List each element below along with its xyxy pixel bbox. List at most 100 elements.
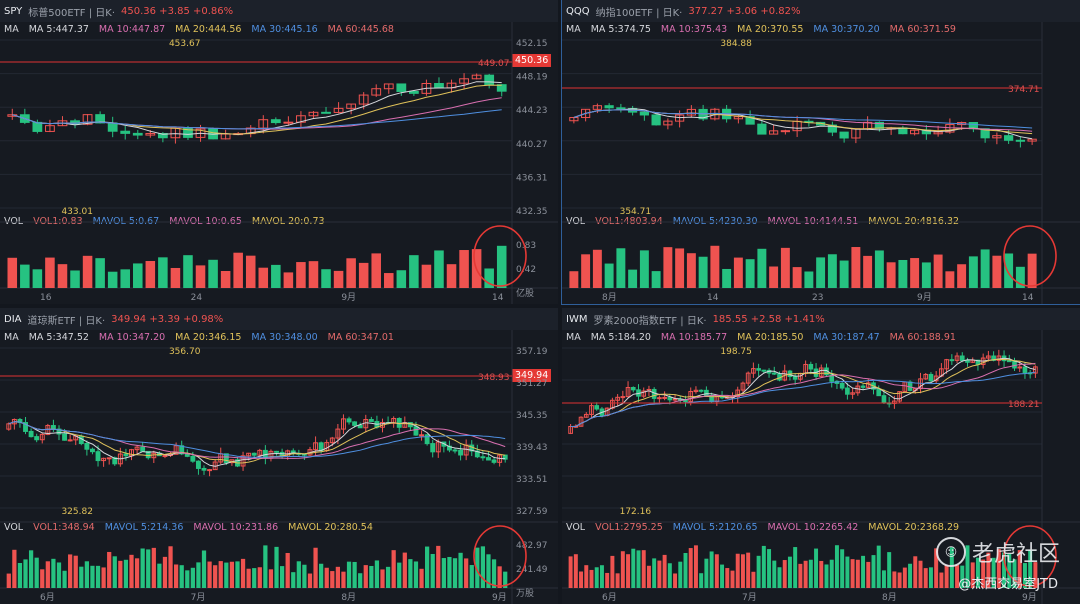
candle-body	[569, 117, 579, 122]
watermark-brand: ☺ 老虎社区	[935, 536, 1060, 568]
volume-bar	[579, 571, 584, 588]
volume-bar	[220, 271, 231, 288]
volume-bar	[897, 572, 902, 588]
volume-bar	[720, 564, 725, 588]
volume-bar	[808, 559, 813, 588]
volume-bar	[663, 247, 673, 288]
watermark-author: @杰西交易室JTD	[958, 577, 1058, 592]
candle-body	[959, 355, 965, 362]
volume-bar	[908, 563, 913, 588]
date-axis-label: 7月	[742, 592, 757, 603]
volume-bar	[397, 562, 402, 588]
volume-bar	[140, 548, 145, 588]
candle-body	[82, 114, 93, 125]
vol-axis-label: 0.42	[516, 265, 536, 275]
volume-bar	[296, 262, 306, 288]
candle-body	[112, 457, 118, 465]
volume-bar	[73, 555, 78, 588]
ma-line	[573, 109, 1033, 129]
volume-bar	[346, 258, 356, 288]
candle-body	[581, 108, 591, 119]
candle-body	[1015, 139, 1025, 142]
ma-line	[8, 421, 506, 458]
candle-body	[190, 455, 196, 462]
volume-bar	[594, 567, 599, 588]
candle-body	[34, 436, 40, 441]
volume-bar	[745, 259, 755, 288]
volume-bar	[840, 549, 845, 588]
volume-bar	[704, 558, 709, 588]
volume-bar	[933, 254, 943, 288]
candle-body	[675, 114, 685, 122]
volume-bar	[1033, 562, 1038, 588]
candle-body	[663, 120, 673, 126]
candle-body	[965, 360, 970, 363]
qqq-chart-panel[interactable]: QQQ 纳指100ETF | 日K· 377.27 +3.06 +0.82% M…	[561, 0, 1080, 305]
volume-bar	[581, 254, 591, 288]
volume-bar	[34, 557, 39, 588]
volume-bar	[910, 258, 920, 288]
vol-axis-label: 482.97	[516, 541, 548, 551]
candle-body	[745, 116, 755, 125]
volume-bar	[898, 259, 908, 288]
candle-body	[162, 454, 168, 457]
volume-bar	[268, 569, 274, 588]
ma5: MA 5:347.52	[28, 332, 89, 343]
ma10: MA 10:447.87	[98, 24, 166, 35]
spy-chart-panel[interactable]: SPY 标普500ETF | 日K· 450.36 +3.85 +0.86% M…	[0, 0, 558, 304]
volume-bar	[949, 547, 954, 588]
candle-body	[996, 355, 1002, 361]
volume-bar	[913, 556, 918, 588]
candle-body	[7, 114, 18, 117]
candle-body	[1022, 366, 1028, 374]
volume-bar	[709, 551, 714, 588]
volume-bar	[190, 567, 195, 588]
spy-header: SPY 标普500ETF | 日K· 450.36 +3.85 +0.86%	[0, 0, 558, 22]
candle-body	[860, 385, 866, 388]
candle-body	[120, 130, 131, 134]
volume-bar	[179, 565, 184, 588]
name[interactable]: 道琼斯ETF | 日K·	[27, 315, 106, 327]
date-axis-label: 24	[191, 293, 203, 303]
volume-bar	[996, 549, 1001, 588]
volume-bar	[464, 558, 469, 588]
iwm-chart-panel[interactable]: IWM 罗素2000指数ETF | 日K· 185.55 +2.58 +1.41…	[562, 308, 1080, 604]
candle-body	[50, 425, 56, 430]
volume-bar	[145, 261, 156, 288]
candle-body	[850, 392, 855, 395]
volume-bar	[955, 565, 960, 588]
volume-bar	[683, 552, 688, 588]
volume-bar	[291, 572, 296, 588]
candle-body	[751, 368, 756, 374]
volume-bar	[767, 549, 772, 588]
volume-bar	[568, 556, 573, 588]
name[interactable]: 纳指100ETF | 日K·	[595, 7, 683, 19]
candle-body	[733, 116, 743, 120]
price-axis-label: 448.19	[516, 73, 548, 83]
name[interactable]: 标普500ETF | 日K·	[28, 7, 116, 19]
volume-bar	[118, 560, 123, 588]
candle-body	[352, 421, 358, 426]
volume-bar	[252, 568, 257, 588]
candle-body	[90, 448, 95, 453]
volume-bar	[224, 562, 229, 588]
date-axis-label: 14	[492, 293, 504, 303]
volume-bar	[196, 562, 201, 588]
volume-bar	[408, 559, 413, 588]
name[interactable]: 罗素2000指数ETF | 日K·	[593, 315, 707, 327]
candle-body	[123, 453, 129, 457]
volume-bar	[363, 565, 368, 588]
vol1: VOL1:2795.25	[595, 522, 663, 533]
volume-bar	[84, 561, 89, 588]
high-label: 198.75	[720, 347, 752, 357]
candle-body	[283, 121, 294, 124]
volume-bar	[402, 552, 407, 588]
volume-bar	[56, 562, 62, 588]
candle-body	[933, 131, 943, 135]
volume-bar	[573, 554, 578, 588]
candle-body	[651, 114, 661, 126]
volume-bar	[446, 264, 457, 288]
volume-bar	[434, 250, 444, 288]
dia-chart-panel[interactable]: DIA 道琼斯ETF | 日K· 349.94 +3.39 +0.98% MA …	[0, 308, 558, 604]
volume-bar	[662, 554, 667, 588]
